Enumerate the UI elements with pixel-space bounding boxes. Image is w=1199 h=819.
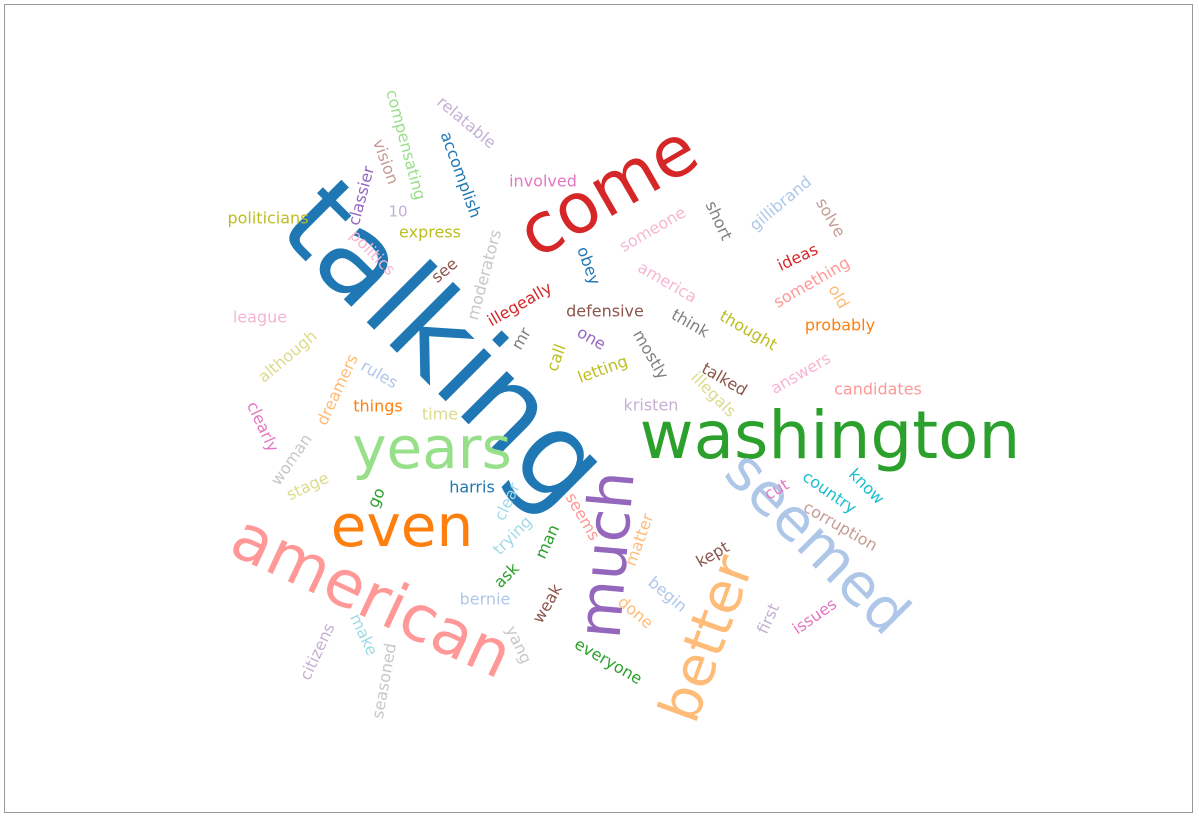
word-first: first [753, 600, 783, 636]
word-years: years [352, 414, 512, 482]
word-kristen: kristen [624, 396, 679, 415]
word-involved: involved [509, 172, 577, 191]
word-answers: answers [767, 348, 834, 398]
word-mostly: mostly [629, 326, 672, 382]
word-weak: weak [528, 580, 566, 627]
word-obey: obey [573, 244, 604, 287]
word-gillibrand: gillibrand [746, 172, 815, 235]
word-washington: washington [640, 397, 1021, 474]
word-bernie: bernie [460, 590, 511, 609]
word-solve: solve [812, 195, 849, 241]
word-old: old [825, 281, 854, 312]
word-short: short [702, 198, 737, 243]
word-everyone: everyone [571, 634, 645, 688]
word-issues: issues [789, 594, 840, 638]
word-express: express [399, 223, 461, 242]
word-league: league [233, 308, 287, 327]
word-clearly: clearly [243, 398, 283, 454]
word-even: even [331, 492, 473, 560]
word-ask: ask [490, 558, 523, 591]
word-probably: probably [805, 316, 875, 335]
word-better: better [647, 546, 767, 730]
word-although: although [254, 326, 321, 386]
word-things: things [353, 397, 403, 416]
word-candidates: candidates [834, 380, 922, 399]
word-begin: begin [644, 573, 690, 616]
word-think: think [668, 305, 713, 342]
word-time: time [422, 405, 458, 424]
word-thought: thought [717, 306, 781, 354]
word-america: america [635, 258, 701, 307]
word-defensive: defensive [566, 302, 644, 321]
word-citizens: citizens [296, 620, 339, 683]
word-politicians: politicians [227, 209, 308, 228]
word-harris: harris [449, 478, 495, 497]
word-come: come [504, 107, 712, 274]
word-10: 10 [388, 203, 407, 221]
word-much: much [564, 468, 648, 641]
chart-frame [4, 4, 1193, 813]
word-letting: letting [575, 351, 630, 386]
word-one: one [574, 322, 609, 353]
